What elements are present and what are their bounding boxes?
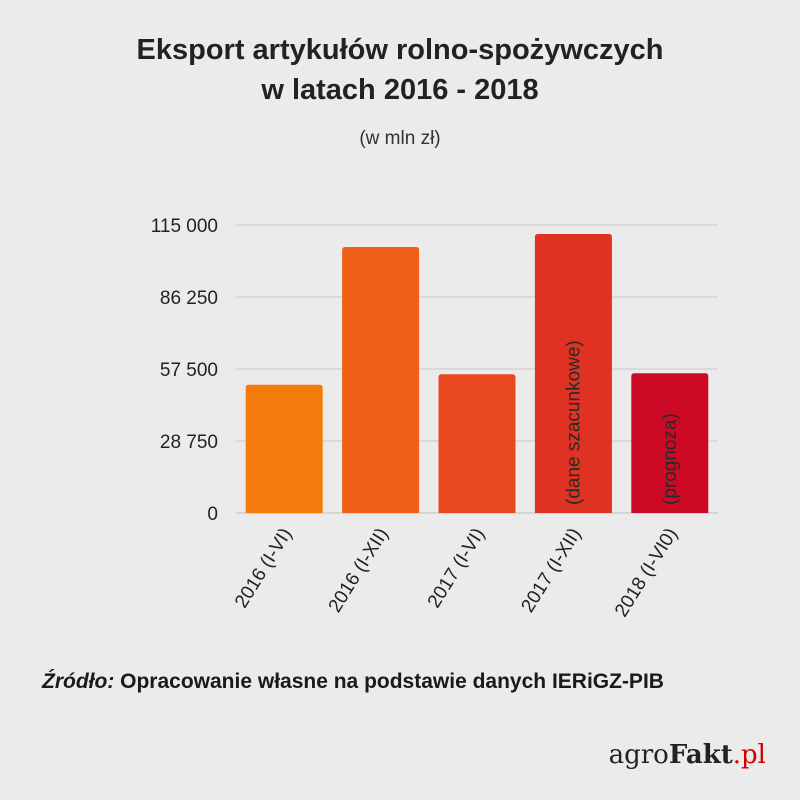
bar-annotation: (prognoza) [660, 413, 681, 505]
x-tick-label: 2017 (I-VI) [424, 525, 489, 612]
y-tick-label: 0 [207, 504, 218, 525]
logo-part-3: .pl [732, 740, 766, 770]
x-tick-label: 2016 (I-XII) [325, 525, 393, 617]
bar-labels: (dane szacunkowe) (prognoza) [563, 340, 680, 505]
x-axis: 2016 (I-VI) 2016 (I-XII) 2017 (I-VI) 2017 (… [231, 525, 682, 621]
x-tick-label: 2016 (I-VI) [231, 525, 296, 612]
chart-title-line-2: w latach 2016 - 2018 [261, 74, 539, 106]
chart-subtitle: (w mln zł) [359, 128, 441, 149]
y-tick-label: 28 750 [160, 432, 218, 453]
y-tick-label: 115 000 [151, 216, 218, 237]
x-tick-label: 2017 (I-XII) [517, 525, 585, 617]
bar [438, 374, 516, 513]
source-label: Źródło: [42, 670, 115, 693]
source-text: Opracowanie własne na podstawie danych I… [114, 670, 664, 693]
agrofakt-logo: agroFakt.pl [609, 740, 766, 770]
logo-part-2: Fakt [668, 740, 733, 770]
bar [534, 234, 612, 513]
bar [342, 247, 420, 513]
bar [245, 384, 323, 513]
y-axis: 0 28 750 57 500 86 250 115 000 [151, 216, 218, 525]
y-tick-label: 57 500 [160, 360, 218, 381]
bar [631, 373, 709, 513]
source-note: Źródło: Opracowanie własne na podstawie … [42, 670, 782, 694]
x-tick-label: 2018 (I-VI0) [611, 525, 682, 621]
logo-part-1: agro [608, 740, 669, 770]
chart-title-line-1: Eksport artykułów rolno-spożywczych [136, 34, 664, 66]
bar-annotation: (dane szacunkowe) [563, 340, 584, 505]
bars [245, 234, 709, 513]
y-tick-label: 86 250 [160, 288, 218, 309]
chart-title: Eksport artykułów rolno-spożywczych w la… [0, 30, 800, 110]
